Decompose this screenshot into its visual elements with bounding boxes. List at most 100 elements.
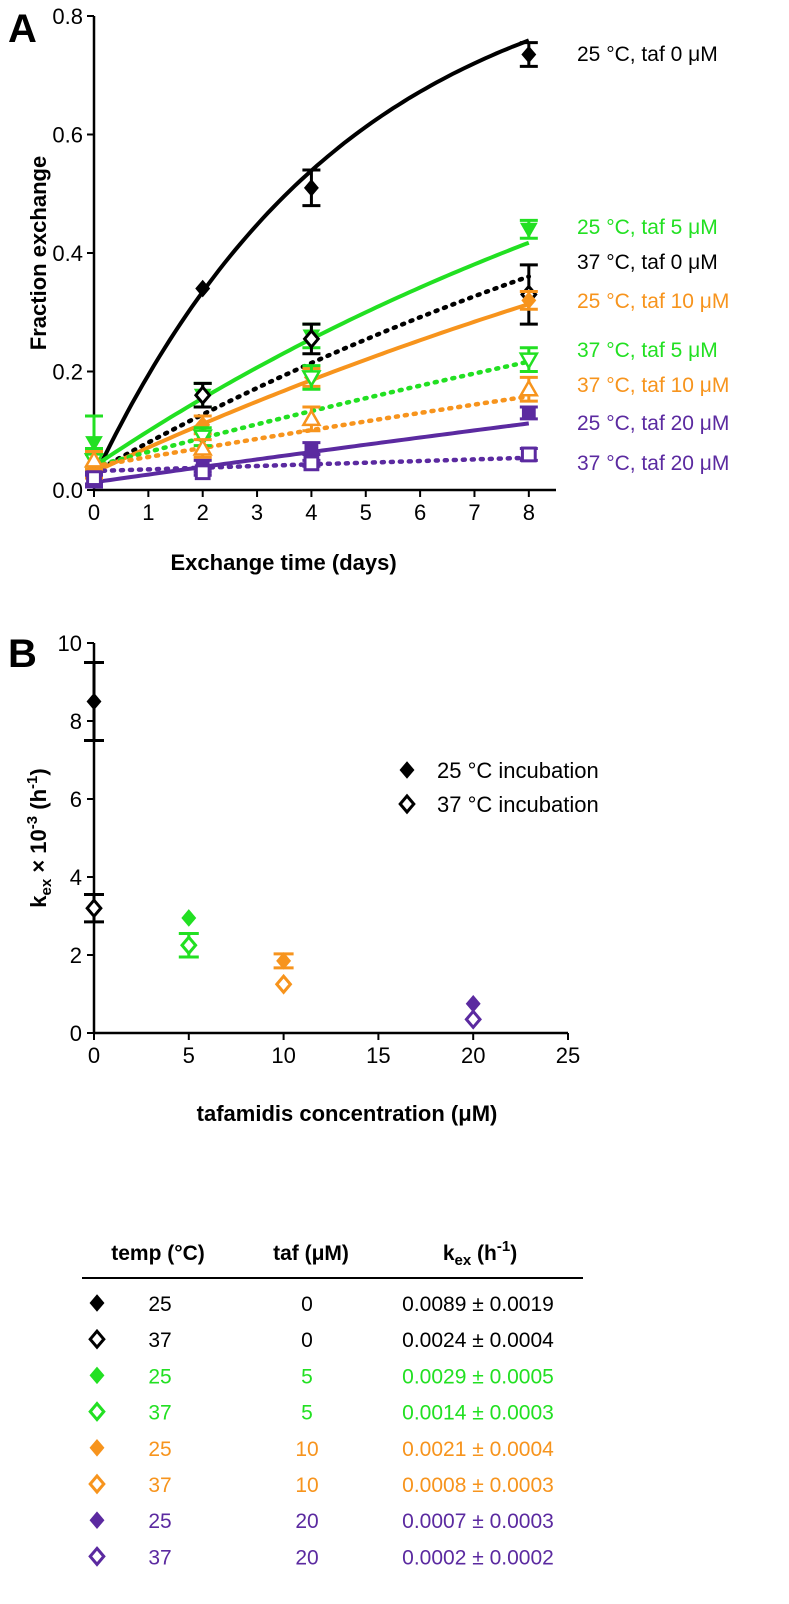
y-tick-label: 10 bbox=[58, 631, 82, 656]
y-axis-title-part: ex bbox=[38, 878, 55, 895]
fit-curve bbox=[91, 274, 532, 475]
table-marker bbox=[88, 1473, 106, 1495]
series-label: 37 °C, taf 0 μM bbox=[577, 251, 718, 274]
data-point bbox=[194, 464, 211, 481]
y-tick-label: 2 bbox=[70, 943, 82, 968]
table-cell-kex: 0.0008 ± 0.0003 bbox=[402, 1474, 554, 1497]
data-point bbox=[193, 384, 212, 406]
table-marker bbox=[89, 1439, 105, 1457]
table-cell-kex: 0.0021 ± 0.0004 bbox=[402, 1438, 554, 1461]
table-cell-taf: 5 bbox=[301, 1402, 313, 1425]
table-header-kex-part: ex bbox=[455, 1252, 472, 1269]
series-label: 25 °C, taf 20 μM bbox=[577, 412, 729, 435]
table-marker bbox=[88, 1401, 106, 1422]
table-cell-kex: 0.0002 ± 0.0002 bbox=[402, 1546, 554, 1569]
x-tick-label: 20 bbox=[461, 1043, 485, 1068]
data-point bbox=[303, 179, 319, 197]
table-cell-taf: 10 bbox=[295, 1474, 318, 1497]
table-cell-temp: 37 bbox=[148, 1546, 171, 1569]
legend-marker bbox=[398, 793, 416, 815]
series-label: 25 °C, taf 10 μM bbox=[577, 290, 729, 313]
y-axis-title-part: (h bbox=[26, 789, 51, 816]
x-tick-label: 7 bbox=[468, 500, 480, 525]
table-cell-temp: 37 bbox=[148, 1474, 171, 1497]
table-header-kex: kex (h-1) bbox=[443, 1238, 517, 1269]
panel-b-label: B bbox=[8, 632, 37, 676]
panel-a-label: A bbox=[8, 7, 37, 51]
y-tick-label: 0 bbox=[70, 1021, 82, 1046]
x-tick-label: 5 bbox=[183, 1043, 195, 1068]
y-axis-title: Fraction exchange bbox=[26, 156, 51, 350]
y-tick-label: 0.8 bbox=[52, 4, 83, 29]
chart-b: 0 5 10 15 20 25 0 2 4 6 8 10 tafamidis concentration… bbox=[24, 631, 599, 1126]
table-cell-taf: 0 bbox=[301, 1329, 313, 1352]
x-axis-title: tafamidis concentration (μM) bbox=[197, 1101, 498, 1126]
table-cell-taf: 20 bbox=[295, 1546, 318, 1569]
data-point bbox=[303, 455, 320, 472]
table-cell-taf: 20 bbox=[295, 1510, 318, 1533]
table-marker bbox=[89, 1366, 105, 1385]
data-point bbox=[86, 470, 102, 487]
data-point bbox=[276, 952, 292, 970]
data-point bbox=[521, 291, 537, 310]
y-axis-title-part: k bbox=[26, 895, 51, 908]
table-cell-temp: 37 bbox=[148, 1329, 171, 1352]
legend-label: 25 °C incubation bbox=[437, 758, 599, 783]
data-point bbox=[521, 406, 536, 420]
table-marker bbox=[89, 1511, 105, 1529]
table-cell-temp: 25 bbox=[148, 1293, 171, 1316]
data-point bbox=[518, 352, 539, 371]
data-point bbox=[180, 934, 198, 956]
y-tick-label: 8 bbox=[70, 709, 82, 734]
series-label: 37 °C, taf 10 μM bbox=[577, 374, 729, 397]
y-tick-label: 0.6 bbox=[52, 123, 83, 148]
data-point bbox=[274, 973, 293, 995]
table-header-kex-part: (h bbox=[471, 1242, 497, 1265]
y-axis-title-part: × 10 bbox=[26, 829, 51, 879]
data-point bbox=[521, 45, 537, 64]
data-point bbox=[518, 378, 539, 397]
y-axis-title-part: -3 bbox=[24, 816, 41, 829]
table-marker bbox=[88, 1328, 106, 1350]
table-cell-kex: 0.0029 ± 0.0005 bbox=[402, 1365, 554, 1388]
x-tick-label: 15 bbox=[366, 1043, 390, 1068]
data-point bbox=[85, 897, 103, 919]
table-header-kex-part: k bbox=[443, 1242, 455, 1265]
y-axis-title-part: ) bbox=[26, 768, 51, 775]
x-tick-label: 8 bbox=[523, 500, 535, 525]
kex-table: temp (°C) taf (μM) kex (h-1) 25 0 0.0089 ± 0.… bbox=[82, 1238, 583, 1569]
legend-label: 37 °C incubation bbox=[437, 792, 599, 817]
x-tick-label: 5 bbox=[360, 500, 372, 525]
data-point bbox=[301, 408, 322, 427]
y-tick-label: 0.4 bbox=[52, 241, 83, 266]
x-axis-title: Exchange time (days) bbox=[170, 550, 396, 575]
legend-marker bbox=[399, 761, 415, 779]
data-point bbox=[83, 449, 105, 468]
table-cell-temp: 37 bbox=[148, 1402, 171, 1425]
x-tick-label: 10 bbox=[271, 1043, 295, 1068]
y-tick-label: 6 bbox=[70, 787, 82, 812]
table-header-temp: temp (°C) bbox=[111, 1242, 205, 1265]
data-point bbox=[301, 370, 322, 388]
x-tick-label: 6 bbox=[414, 500, 426, 525]
table-header-taf: taf (μM) bbox=[273, 1242, 349, 1265]
table-cell-kex: 0.0089 ± 0.0019 bbox=[402, 1293, 554, 1316]
table-cell-temp: 25 bbox=[148, 1365, 171, 1388]
data-point bbox=[85, 436, 103, 452]
data-point bbox=[520, 446, 537, 463]
series-label: 37 °C, taf 5 μM bbox=[577, 339, 718, 362]
y-tick-label: 0.2 bbox=[52, 360, 83, 385]
x-tick-label: 3 bbox=[251, 500, 263, 525]
chart-a: 0 1 2 3 4 5 6 7 8 0.0 0.2 0.4 0.6 0.8 Exchange time (d… bbox=[26, 4, 729, 575]
table-cell-kex: 0.0024 ± 0.0004 bbox=[402, 1329, 554, 1352]
table-header-kex-part: -1 bbox=[497, 1238, 510, 1255]
table-cell-kex: 0.0014 ± 0.0003 bbox=[402, 1402, 554, 1425]
data-point bbox=[181, 909, 197, 927]
x-tick-label: 0 bbox=[88, 500, 100, 525]
table-cell-taf: 5 bbox=[301, 1365, 313, 1388]
table-marker bbox=[88, 1546, 106, 1567]
fit-curve bbox=[91, 394, 532, 469]
table-cell-temp: 25 bbox=[148, 1438, 171, 1461]
y-tick-label: 4 bbox=[70, 865, 82, 890]
